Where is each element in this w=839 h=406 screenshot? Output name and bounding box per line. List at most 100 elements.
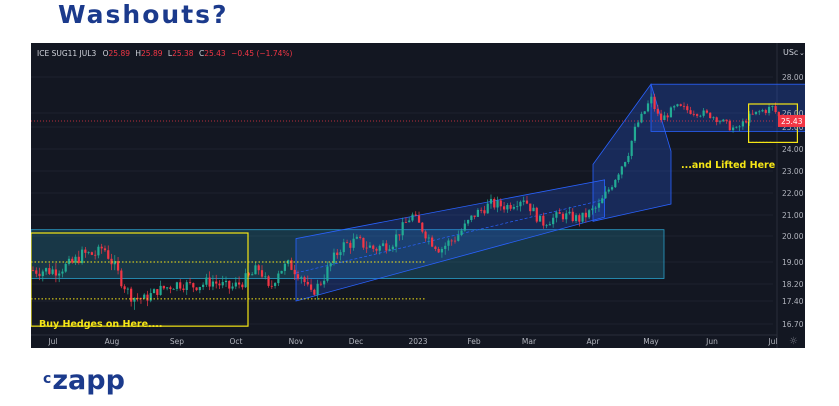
candle-body bbox=[597, 203, 601, 208]
candle-body bbox=[51, 269, 54, 274]
price-chart[interactable]: 28.00 26.00 25.00 24.00 23.00 22.00 21.00 20.00… bbox=[31, 43, 805, 348]
candle-body bbox=[633, 126, 637, 141]
candle-body bbox=[565, 213, 568, 220]
candle-body bbox=[427, 237, 430, 239]
candle-body bbox=[777, 112, 780, 117]
candle-body bbox=[287, 260, 290, 264]
candle-body bbox=[421, 222, 424, 232]
candle-body bbox=[761, 110, 764, 112]
last-price-badge bbox=[778, 114, 805, 127]
overlays bbox=[31, 103, 798, 327]
chevron-down-icon[interactable]: ⌄ bbox=[799, 49, 805, 57]
czapp-logo: czapp bbox=[43, 366, 125, 396]
candle-body bbox=[61, 271, 64, 274]
candle-body bbox=[345, 242, 349, 244]
candle-body bbox=[581, 212, 584, 222]
candle-body bbox=[136, 297, 139, 299]
candle-body bbox=[100, 246, 103, 249]
zones bbox=[31, 83, 805, 302]
rising-channel bbox=[295, 179, 605, 302]
candle-body bbox=[38, 273, 41, 277]
x-tick-label: Mar bbox=[522, 337, 537, 346]
candle-body bbox=[97, 246, 100, 256]
candle-body bbox=[650, 96, 653, 104]
candle-body bbox=[313, 289, 316, 295]
candle-body bbox=[254, 265, 257, 275]
x-tick-label: Dec bbox=[349, 337, 364, 346]
candle-body bbox=[162, 285, 165, 289]
candle-body bbox=[74, 256, 77, 263]
candle-body bbox=[300, 277, 303, 279]
candle-body bbox=[529, 203, 532, 212]
y-tick-label: 26.00 bbox=[782, 109, 804, 118]
open-label: O bbox=[103, 49, 109, 58]
buy-box bbox=[31, 232, 249, 327]
candle-body bbox=[771, 106, 774, 107]
candle-body bbox=[237, 282, 241, 285]
candle-body bbox=[522, 200, 525, 202]
candle-body bbox=[54, 269, 57, 276]
candle-body bbox=[735, 126, 738, 128]
candle-body bbox=[699, 115, 702, 117]
candle-body bbox=[660, 113, 663, 121]
candle-body bbox=[378, 245, 381, 251]
candle-body bbox=[568, 211, 571, 214]
candle-body bbox=[440, 248, 444, 253]
candle-body bbox=[126, 288, 129, 290]
candle-body bbox=[493, 198, 496, 208]
candle-body bbox=[185, 282, 188, 291]
candle-body bbox=[182, 288, 185, 291]
y-tick-label: 20.00 bbox=[782, 232, 804, 241]
candle-body bbox=[267, 276, 270, 286]
candle-body bbox=[574, 215, 578, 221]
high-value: 25.89 bbox=[141, 49, 163, 58]
x-tick-label: Nov bbox=[289, 337, 304, 346]
y-tick-label: 22.00 bbox=[782, 189, 804, 198]
candle-body bbox=[277, 273, 280, 284]
currency-label[interactable]: USc bbox=[783, 48, 798, 57]
candle-body bbox=[535, 207, 538, 222]
candle-body bbox=[130, 288, 133, 302]
candle-body bbox=[84, 249, 87, 253]
buy-annotation: Buy Hedges on Here.... bbox=[39, 319, 162, 330]
candle-body bbox=[725, 119, 728, 121]
candle-body bbox=[35, 270, 38, 274]
candle-body bbox=[731, 127, 735, 131]
candle-body bbox=[496, 200, 499, 208]
candle-body bbox=[738, 126, 741, 128]
candle-body bbox=[470, 215, 473, 220]
candle-body bbox=[555, 212, 558, 218]
candle-body bbox=[637, 122, 640, 127]
candle-body bbox=[525, 200, 529, 204]
x-tick-label: Apr bbox=[587, 337, 601, 346]
candle-body bbox=[391, 246, 394, 250]
candle-body bbox=[552, 217, 555, 225]
y-tick-label: 16.70 bbox=[782, 320, 804, 329]
candle-body bbox=[355, 236, 358, 239]
hedge-band bbox=[31, 229, 665, 279]
y-axis: 28.00 26.00 25.00 24.00 23.00 22.00 21.00 20.00… bbox=[778, 73, 805, 329]
gear-icon[interactable]: ☼ bbox=[789, 336, 798, 347]
candle-body bbox=[270, 285, 273, 287]
candle-body bbox=[293, 269, 296, 275]
candle-body bbox=[476, 209, 480, 217]
candle-body bbox=[417, 215, 421, 223]
candle-body bbox=[398, 234, 401, 236]
x-tick-label: Feb bbox=[467, 337, 481, 346]
candle-body bbox=[486, 203, 489, 214]
x-tick-label: Jul bbox=[767, 337, 777, 346]
candle-body bbox=[143, 294, 146, 299]
candle-body bbox=[679, 104, 682, 106]
candle-body bbox=[643, 111, 646, 114]
candle-body bbox=[617, 174, 620, 180]
candle-body bbox=[489, 198, 493, 204]
candle-body bbox=[774, 106, 777, 113]
candle-body bbox=[676, 104, 679, 107]
candle-body bbox=[414, 214, 417, 216]
candle-body bbox=[571, 211, 574, 221]
candle-body bbox=[545, 225, 548, 227]
candle-body bbox=[309, 284, 313, 290]
candle-body bbox=[120, 270, 123, 287]
change-value: −0.45 (−1.74%) bbox=[231, 49, 292, 58]
candle-body bbox=[175, 282, 179, 289]
